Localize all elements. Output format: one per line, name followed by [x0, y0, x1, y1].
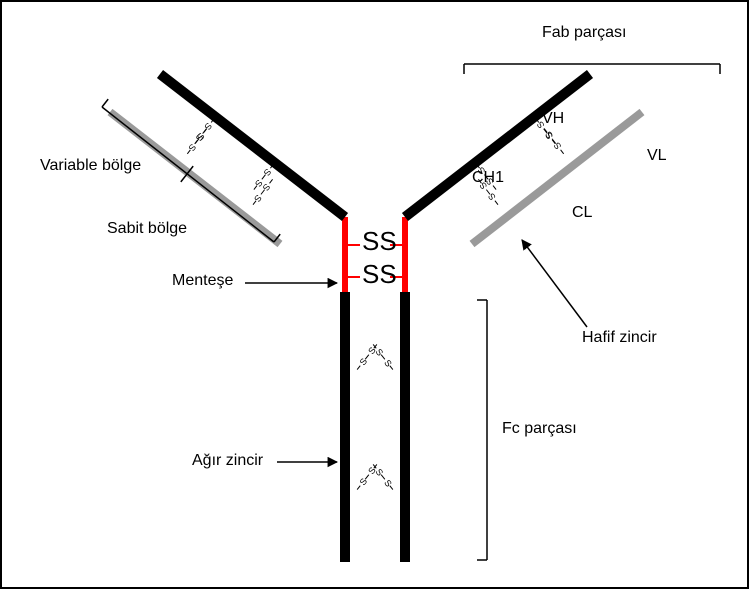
label-cl: CL	[572, 204, 592, 222]
label-light-chain: Hafif zincir	[582, 329, 657, 347]
label-sabit: Sabit bölge	[107, 220, 187, 238]
label-ch1: CH1	[472, 169, 504, 187]
ss-fc-right-2: SS	[369, 461, 397, 492]
svg-text:S: S	[252, 193, 264, 204]
svg-text:S: S	[186, 142, 198, 153]
svg-text:S: S	[382, 478, 394, 489]
label-fc: Fc parçası	[502, 420, 577, 438]
label-vh: VH	[542, 110, 564, 128]
svg-text:S: S	[374, 347, 386, 358]
svg-text:S: S	[262, 167, 274, 178]
antibody-svg: SSSSSSSSSSSSSSSSSSSSSSSS	[2, 2, 747, 587]
hinge-ss-1: SS	[362, 226, 397, 257]
label-mentese: Menteşe	[172, 272, 233, 290]
diagram-frame: SSSSSSSSSSSSSSSSSSSSSSSS Fab parçası VH …	[0, 0, 749, 589]
svg-text:S: S	[382, 358, 394, 369]
svg-text:S: S	[374, 467, 386, 478]
svg-text:S: S	[358, 356, 370, 367]
ss-fc-right-1: SS	[369, 341, 397, 372]
arrow-light	[522, 240, 587, 327]
ss-inter-left-1: SS	[249, 176, 276, 207]
svg-text:S: S	[358, 476, 370, 487]
hinge-ss-2: SS	[362, 259, 397, 290]
label-fab: Fab parçası	[542, 24, 626, 42]
ss-fc-left-2: SS	[353, 461, 381, 492]
ss-inter-left-0: SS	[183, 125, 210, 156]
ss-fc-left-1: SS	[353, 341, 381, 372]
svg-text:S: S	[202, 121, 214, 132]
label-heavy-chain: Ağır zincir	[192, 452, 263, 470]
label-variable: Variable bölge	[40, 157, 141, 175]
svg-text:S: S	[486, 191, 498, 202]
label-vl: VL	[647, 147, 667, 165]
